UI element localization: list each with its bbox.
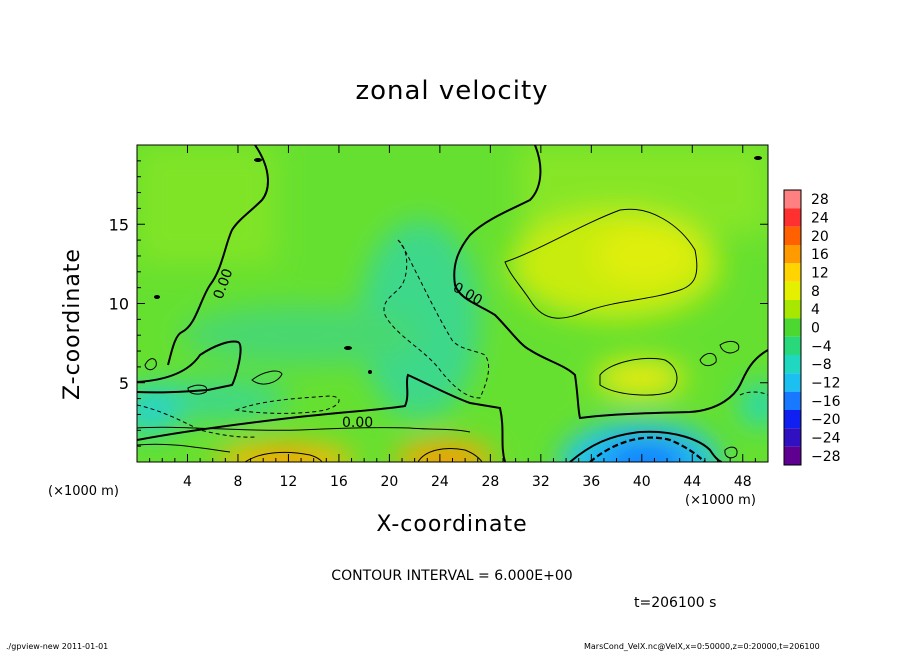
x-tick-label: 48 (734, 474, 752, 490)
colorbar-swatch (784, 318, 801, 337)
footer-left: ./gpview-new 2011-01-01 (6, 642, 109, 651)
field-area: 0.00 0.00 0.00 (137, 145, 768, 462)
x-axis-label: X-coordinate (376, 512, 528, 537)
x-tick-label: 28 (481, 474, 499, 490)
colorbar-label: 16 (811, 247, 829, 263)
colorbar-swatch (784, 226, 801, 245)
x-unit-left: (×1000 m) (48, 484, 119, 499)
x-tick-label: 24 (431, 474, 449, 490)
colorbar-label: 4 (811, 302, 820, 318)
colorbar-label: 0 (811, 321, 820, 337)
time-label: t=206100 s (634, 595, 717, 611)
colorbar-label: −20 (811, 412, 841, 428)
colorbar-swatch (784, 245, 801, 264)
x-tick-label: 44 (683, 474, 701, 490)
x-tick-label: 20 (380, 474, 398, 490)
colorbar-label: −12 (811, 376, 841, 392)
contour-interval-label: CONTOUR INTERVAL = 6.000E+00 (331, 568, 573, 584)
x-tick-label: 32 (532, 474, 550, 490)
x-tick-label: 36 (582, 474, 600, 490)
colorbar-swatch (784, 208, 801, 227)
colorbar-swatch (784, 355, 801, 374)
x-tick-label: 4 (183, 474, 192, 490)
x-tick-label: 8 (233, 474, 242, 490)
colorbar-swatch (784, 336, 801, 355)
x-unit-right: (×1000 m) (685, 493, 756, 508)
chart-title: zonal velocity (355, 76, 549, 106)
colorbar-swatch (784, 391, 801, 410)
colorbar-swatch (784, 428, 801, 447)
x-tick-label: 16 (330, 474, 348, 490)
colorbar-label: 20 (811, 229, 829, 245)
colorbar-label: 12 (811, 266, 829, 282)
colorbar-frame (783, 189, 802, 466)
colorbar-label: 24 (811, 211, 829, 227)
colorbar-label: 8 (811, 284, 820, 300)
colorbar-swatch (784, 373, 801, 392)
footer-right: MarsCond_VelX.nc@VelX,x=0:50000,z=0:2000… (584, 642, 820, 651)
y-tick-label: 15 (109, 215, 129, 234)
contour-label-bottom: 0.00 (342, 415, 373, 431)
x-axis-ticks: 4 8 12 16 20 24 28 32 36 40 44 48 (149, 145, 756, 490)
colorbar-label: −8 (811, 357, 832, 373)
colorbar: 28 24 20 16 12 8 4 0 −4 −8 −12 −16 −20 −24 −28 (783, 189, 841, 466)
colorbar-swatch (784, 263, 801, 282)
colorbar-swatch (784, 281, 801, 300)
y-axis-ticks: 5 10 15 (109, 160, 768, 447)
x-tick-label: 12 (280, 474, 298, 490)
colorbar-label: −28 (811, 449, 841, 465)
field-shading (137, 145, 768, 462)
colorbar-swatch (784, 300, 801, 319)
contour-dots (154, 156, 762, 374)
colorbar-label: −4 (811, 339, 832, 355)
x-tick-label: 40 (633, 474, 651, 490)
colorbar-label: −24 (811, 431, 841, 447)
colorbar-label: 28 (811, 192, 829, 208)
y-axis-label: Z-coordinate (60, 248, 85, 400)
y-tick-label: 5 (119, 374, 129, 393)
contour-lines (137, 145, 768, 462)
colorbar-swatch (784, 190, 801, 209)
y-tick-label: 10 (109, 295, 129, 314)
colorbar-swatch (784, 446, 801, 465)
colorbar-swatch (784, 410, 801, 429)
colorbar-label: −16 (811, 394, 841, 410)
